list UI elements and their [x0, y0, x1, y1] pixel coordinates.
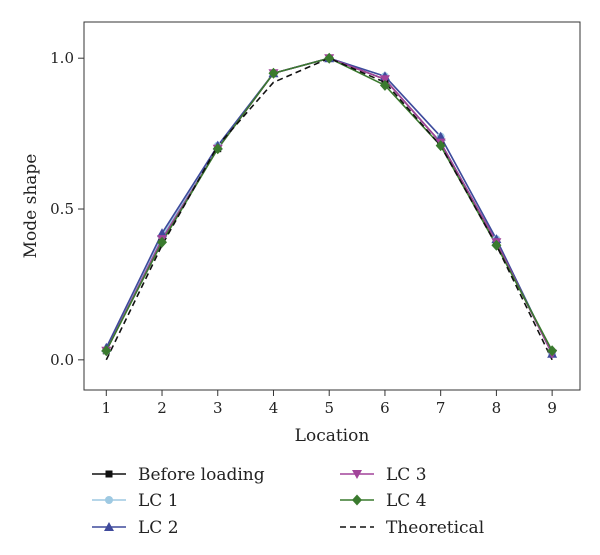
data-point	[435, 140, 446, 152]
legend-item: LC 3	[340, 465, 427, 485]
y-axis-title: Mode shape	[21, 154, 41, 259]
x-axis-ticks: 1 2 3 4 5 6 7 8 9	[102, 390, 557, 417]
series-line	[105, 57, 553, 355]
data-point	[491, 239, 502, 251]
data-point	[324, 52, 335, 64]
series-lines	[105, 57, 553, 361]
legend-label: LC 3	[386, 465, 427, 485]
series-line	[105, 57, 553, 355]
x-axis-title: Location	[295, 426, 370, 446]
legend-swatch-marker	[105, 496, 113, 504]
x-tick-label: 6	[380, 399, 390, 417]
legend: Before loading LC 1 LC 2 LC 3 LC 4 Theoretica…	[92, 465, 484, 538]
legend-swatch-marker	[105, 470, 113, 478]
x-tick-label: 2	[157, 399, 167, 417]
data-point	[379, 79, 390, 91]
series-line	[105, 57, 553, 352]
series-line	[105, 57, 553, 355]
legend-label: LC 2	[138, 518, 179, 538]
series-line	[105, 57, 553, 355]
x-tick-label: 5	[324, 399, 334, 417]
legend-item: Before loading	[92, 465, 265, 485]
data-point	[101, 345, 112, 357]
y-tick-label: 1.0	[50, 49, 74, 67]
data-point	[379, 75, 390, 85]
x-tick-label: 8	[492, 399, 502, 417]
legend-item: LC 2	[92, 518, 179, 538]
legend-item: LC 1	[92, 491, 179, 511]
legend-label: LC 1	[138, 491, 179, 511]
data-point	[157, 228, 168, 238]
series-line	[105, 57, 553, 361]
data-point	[268, 67, 279, 79]
x-tick-label: 4	[269, 399, 279, 417]
y-axis-ticks: 0.0 0.5 1.0	[50, 49, 84, 369]
plot-area: 1 2 3 4 5 6 7 8 9 0.0 0.5 1.0	[50, 21, 581, 417]
plot-frame	[83, 21, 581, 391]
x-tick-label: 7	[436, 399, 446, 417]
legend-swatch-marker	[352, 470, 362, 479]
x-tick-label: 1	[102, 399, 112, 417]
legend-item: LC 4	[340, 491, 427, 511]
legend-label: Theoretical	[386, 518, 484, 538]
x-tick-label: 9	[547, 399, 557, 417]
legend-item: Theoretical	[340, 518, 484, 538]
series-markers	[101, 52, 558, 359]
legend-swatch-marker	[104, 522, 114, 531]
y-tick-label: 0.0	[50, 351, 74, 369]
data-point	[212, 143, 223, 155]
legend-swatch-marker	[352, 494, 362, 506]
x-tick-label: 3	[213, 399, 223, 417]
legend-label: LC 4	[386, 491, 427, 511]
y-tick-label: 0.5	[50, 200, 74, 218]
data-point	[547, 345, 558, 357]
data-point	[157, 236, 168, 248]
legend-label: Before loading	[138, 465, 265, 485]
data-point	[435, 131, 446, 141]
